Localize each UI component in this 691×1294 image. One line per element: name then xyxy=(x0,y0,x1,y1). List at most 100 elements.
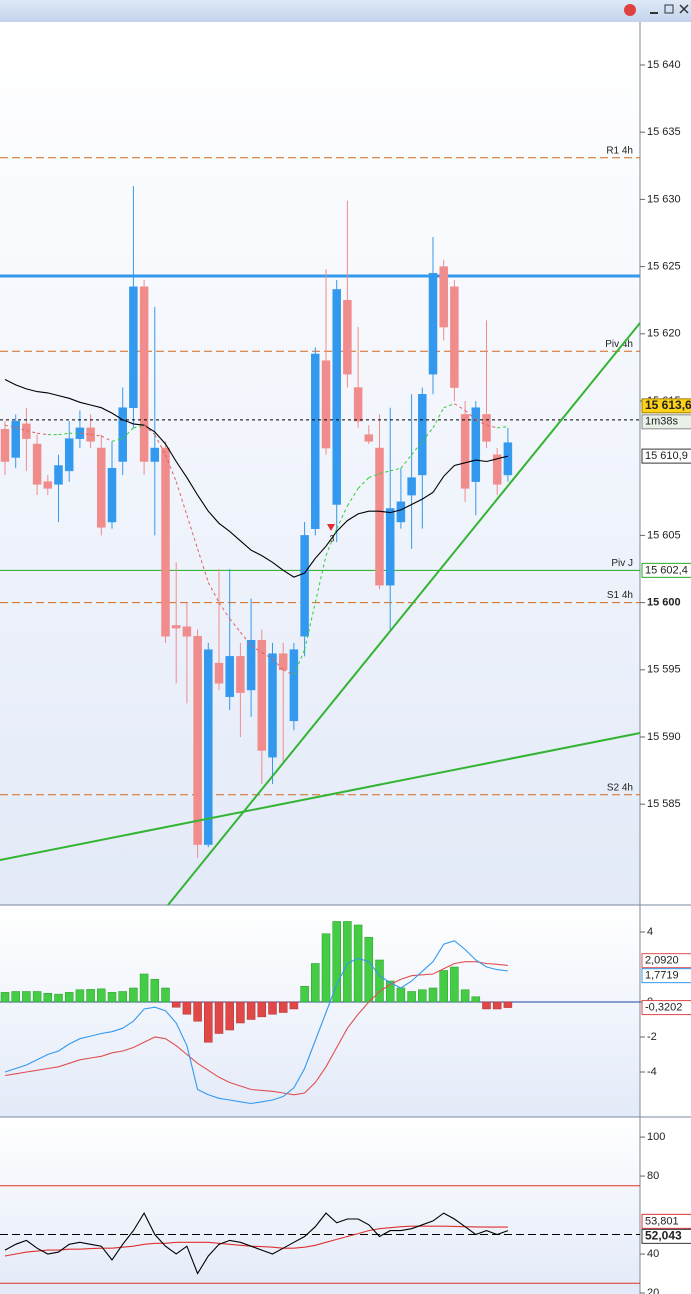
histogram-bar xyxy=(246,1001,256,1020)
histogram-bar xyxy=(54,993,63,1003)
candle-body xyxy=(64,438,74,472)
candle-body xyxy=(43,481,53,489)
level-label: Piv 4h xyxy=(605,339,633,350)
value-label-box xyxy=(641,968,691,984)
candle-body xyxy=(0,428,10,462)
value-label-box xyxy=(641,448,691,464)
candle-body xyxy=(343,299,352,375)
indicator-segment xyxy=(240,631,252,646)
y-tick-label: 15 600 xyxy=(647,597,681,609)
histogram-bar xyxy=(214,1001,224,1034)
histogram-bar xyxy=(64,992,74,1003)
value-label-text: 52,043 xyxy=(645,1229,682,1243)
candle-body xyxy=(204,649,213,845)
indicator-segment xyxy=(26,430,38,434)
indicator-segment xyxy=(432,407,445,429)
histogram-bar xyxy=(407,991,416,1003)
indicator-segment xyxy=(272,658,284,671)
value-label: 53,801 xyxy=(641,1213,691,1229)
candle-body xyxy=(246,639,256,691)
value-label-text: -0,3202 xyxy=(645,1001,682,1013)
indicator-segment xyxy=(486,424,498,429)
indicator-segment xyxy=(58,432,70,436)
value-label: -0,3202 xyxy=(641,1000,691,1016)
candle-body xyxy=(471,407,481,482)
candle-body xyxy=(439,266,448,328)
histogram-bar xyxy=(311,963,320,1003)
histogram-bar xyxy=(321,933,331,1003)
candle-body xyxy=(268,653,277,758)
histogram-bar xyxy=(118,991,127,1003)
y-tick-label: 15 590 xyxy=(647,731,681,743)
y-tick-label: 15 640 xyxy=(647,59,681,71)
indicator-segment xyxy=(37,432,48,436)
histogram-bar xyxy=(236,1001,245,1024)
histogram-bar xyxy=(396,987,406,1003)
indicator-segment xyxy=(325,528,338,556)
timer-box xyxy=(641,414,691,430)
timer-text: 1m38s xyxy=(645,416,679,428)
candle-body xyxy=(321,360,331,449)
candle-body xyxy=(353,387,363,422)
candle-body xyxy=(289,649,299,722)
candle-body xyxy=(225,656,234,697)
histogram-bar xyxy=(268,1001,277,1015)
candle-body xyxy=(118,407,127,462)
maximize-button[interactable] xyxy=(664,4,674,14)
candle-body xyxy=(193,635,202,845)
histogram-bar xyxy=(11,991,20,1003)
price-layer: R1 4h Piv 4h Piv J S1 4h S2 4h xyxy=(0,145,640,1284)
trend-line xyxy=(0,732,641,861)
indicator-segment xyxy=(4,424,16,429)
candle-body xyxy=(396,501,406,523)
indicator-segment xyxy=(250,645,263,653)
candle-body xyxy=(364,434,374,442)
histogram-bar xyxy=(439,970,448,1003)
y-tick-label: 100 xyxy=(647,1131,665,1143)
candle-body xyxy=(54,465,63,485)
indicator-segment xyxy=(229,618,241,633)
histogram-bar xyxy=(332,921,341,1003)
y-tick-label: 15 585 xyxy=(647,798,681,810)
indicator-line xyxy=(4,961,508,1096)
close-button[interactable] xyxy=(679,4,689,14)
level-label: S2 4h xyxy=(607,782,633,793)
indicator-segment xyxy=(336,505,348,529)
y-tick-label: 4 xyxy=(647,926,653,938)
histogram-bar xyxy=(460,989,470,1003)
level-label: S1 4h xyxy=(607,590,633,601)
histogram-bar xyxy=(182,1001,192,1015)
histogram-bar xyxy=(492,1001,502,1010)
value-label-text: 1,7719 xyxy=(645,970,679,982)
histogram-bar xyxy=(0,992,10,1003)
histogram-bar xyxy=(171,1001,181,1008)
histogram-bar xyxy=(225,1001,234,1031)
histogram-bar xyxy=(43,992,53,1003)
indicator-segment xyxy=(207,582,220,603)
candle-body xyxy=(418,394,427,476)
y-tick-label: 80 xyxy=(647,1170,659,1182)
value-label-text: 2,0920 xyxy=(645,955,679,967)
histogram-bar xyxy=(139,973,149,1003)
candle-body xyxy=(161,447,170,637)
candle-body xyxy=(375,447,384,586)
candle-body xyxy=(385,508,395,586)
value-label-text: 15 613,6 xyxy=(645,398,691,412)
candle-body xyxy=(171,625,181,629)
histogram-bar xyxy=(257,1001,267,1018)
indicator-segment xyxy=(304,602,316,650)
indicator-segment xyxy=(90,434,102,437)
value-label-text: 15 602,4 xyxy=(645,564,688,576)
indicator-segment xyxy=(421,427,434,442)
minimize-button[interactable] xyxy=(650,12,658,14)
candle-body xyxy=(97,447,106,528)
indicator-segment xyxy=(314,555,327,603)
app-icon xyxy=(624,4,636,16)
histogram-bar xyxy=(428,987,438,1003)
indicator-line xyxy=(4,1211,509,1275)
histogram-bar xyxy=(482,1001,491,1010)
value-label: 15 602,4 xyxy=(641,562,691,578)
indicator-segment xyxy=(79,432,91,436)
